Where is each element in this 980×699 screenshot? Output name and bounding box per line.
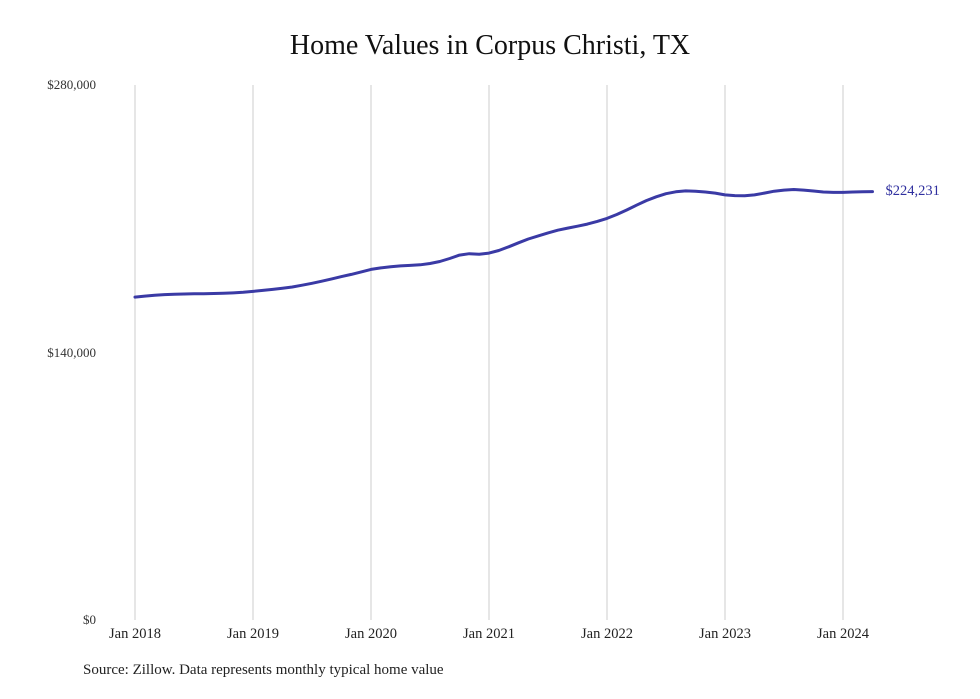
y-tick-label: $140,000 <box>47 345 96 360</box>
end-value-label: $224,231 <box>885 182 940 199</box>
x-tick-label: Jan 2019 <box>227 626 279 642</box>
value-line <box>133 188 874 299</box>
source-note: Source: Zillow. Data represents monthly … <box>83 662 444 678</box>
x-tick-label: Jan 2018 <box>109 626 161 642</box>
x-tick-label: Jan 2020 <box>345 626 397 642</box>
x-tick-label: Jan 2021 <box>463 626 515 642</box>
chart-title: Home Values in Corpus Christi, TX <box>289 30 691 61</box>
y-tick-label: $0 <box>83 612 96 627</box>
x-tick-label: Jan 2024 <box>817 626 869 642</box>
y-tick-label: $280,000 <box>47 77 96 92</box>
x-tick-label: Jan 2023 <box>699 626 751 642</box>
x-tick-label: Jan 2022 <box>581 626 633 642</box>
